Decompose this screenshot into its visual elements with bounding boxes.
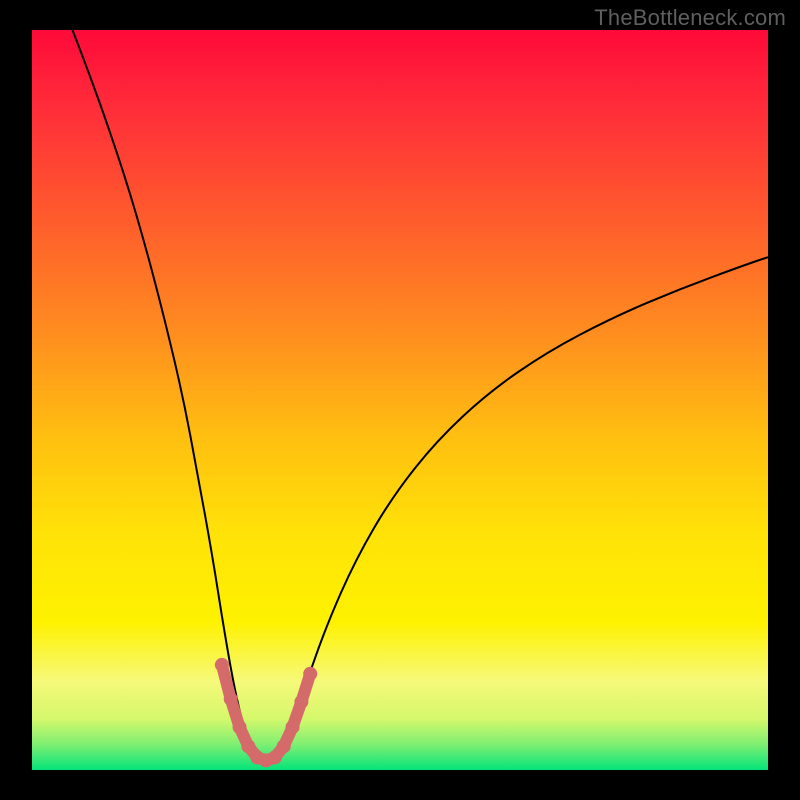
bottleneck-chart: [0, 0, 800, 800]
plot-background: [32, 30, 768, 770]
watermark-text: TheBottleneck.com: [594, 5, 786, 31]
